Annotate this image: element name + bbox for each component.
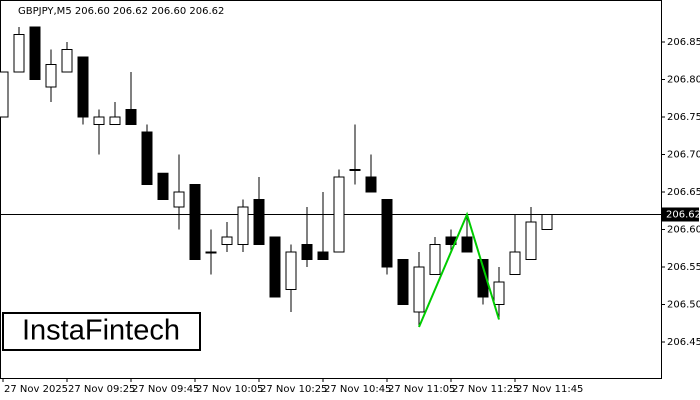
candle-body [365, 176, 377, 193]
chart-header: GBPJPY,M5 206.60 206.62 206.60 206.62 [18, 6, 224, 17]
candle-body [317, 251, 329, 260]
candle-body [541, 214, 553, 230]
candle-body [221, 236, 233, 245]
y-tick-label: 206.45 [667, 337, 700, 348]
x-tick-label: 27 Nov 10:45 [324, 384, 391, 395]
candle-body [61, 49, 73, 73]
candle-body [237, 206, 249, 245]
x-tick-label: 27 Nov 09:45 [132, 384, 199, 395]
current-price-label: 206.62 [666, 210, 700, 221]
candle-body [477, 259, 489, 298]
current-price-box [661, 207, 699, 222]
candle-body [189, 184, 201, 260]
y-tick-label: 206.70 [667, 150, 700, 161]
x-tick-label: 27 Nov 11:25 [452, 384, 519, 395]
candle-body [253, 199, 265, 245]
y-tick-label: 206.55 [667, 262, 700, 273]
candle-body [333, 176, 345, 253]
candle-body [285, 251, 297, 290]
candle-body [381, 199, 393, 268]
candle-body [157, 172, 169, 200]
candle-body [205, 251, 217, 254]
candle-body [429, 244, 441, 275]
candle-body [141, 131, 153, 185]
logo-text: InstaFintech [22, 315, 180, 347]
x-tick-label: 27 Nov 11:45 [516, 384, 583, 395]
y-tick-label: 206.85 [667, 37, 700, 48]
y-tick-label: 206.60 [667, 225, 700, 236]
candle-body [77, 56, 89, 118]
y-tick-label: 206.75 [667, 112, 700, 123]
candle-body [269, 236, 281, 298]
y-tick-label: 206.80 [667, 75, 700, 86]
candle-body [493, 281, 505, 305]
x-tick-label: 27 Nov 11:05 [388, 384, 455, 395]
candle-body [109, 116, 121, 125]
x-tick-label: 27 Nov 09:25 [68, 384, 135, 395]
x-tick-label: 27 Nov 2025 [4, 384, 68, 395]
candle-body [125, 109, 137, 125]
candle-body [45, 64, 57, 88]
candle-body [349, 169, 361, 171]
y-tick-label: 206.65 [667, 187, 700, 198]
candle-body [0, 71, 9, 118]
x-tick-label: 27 Nov 10:25 [260, 384, 327, 395]
candle-body [461, 236, 473, 253]
logo-box [2, 312, 201, 351]
candle-body [301, 244, 313, 260]
candle-body [13, 34, 25, 73]
x-tick-label: 27 Nov 10:05 [196, 384, 263, 395]
candle-body [397, 259, 409, 305]
candle-body [29, 26, 41, 80]
candle-body [93, 116, 105, 125]
candle-body [509, 251, 521, 275]
candle-body [173, 191, 185, 208]
candle-body [525, 221, 537, 260]
candle-body [413, 266, 425, 313]
pattern-line [418, 211, 500, 328]
y-tick-label: 206.50 [667, 300, 700, 311]
